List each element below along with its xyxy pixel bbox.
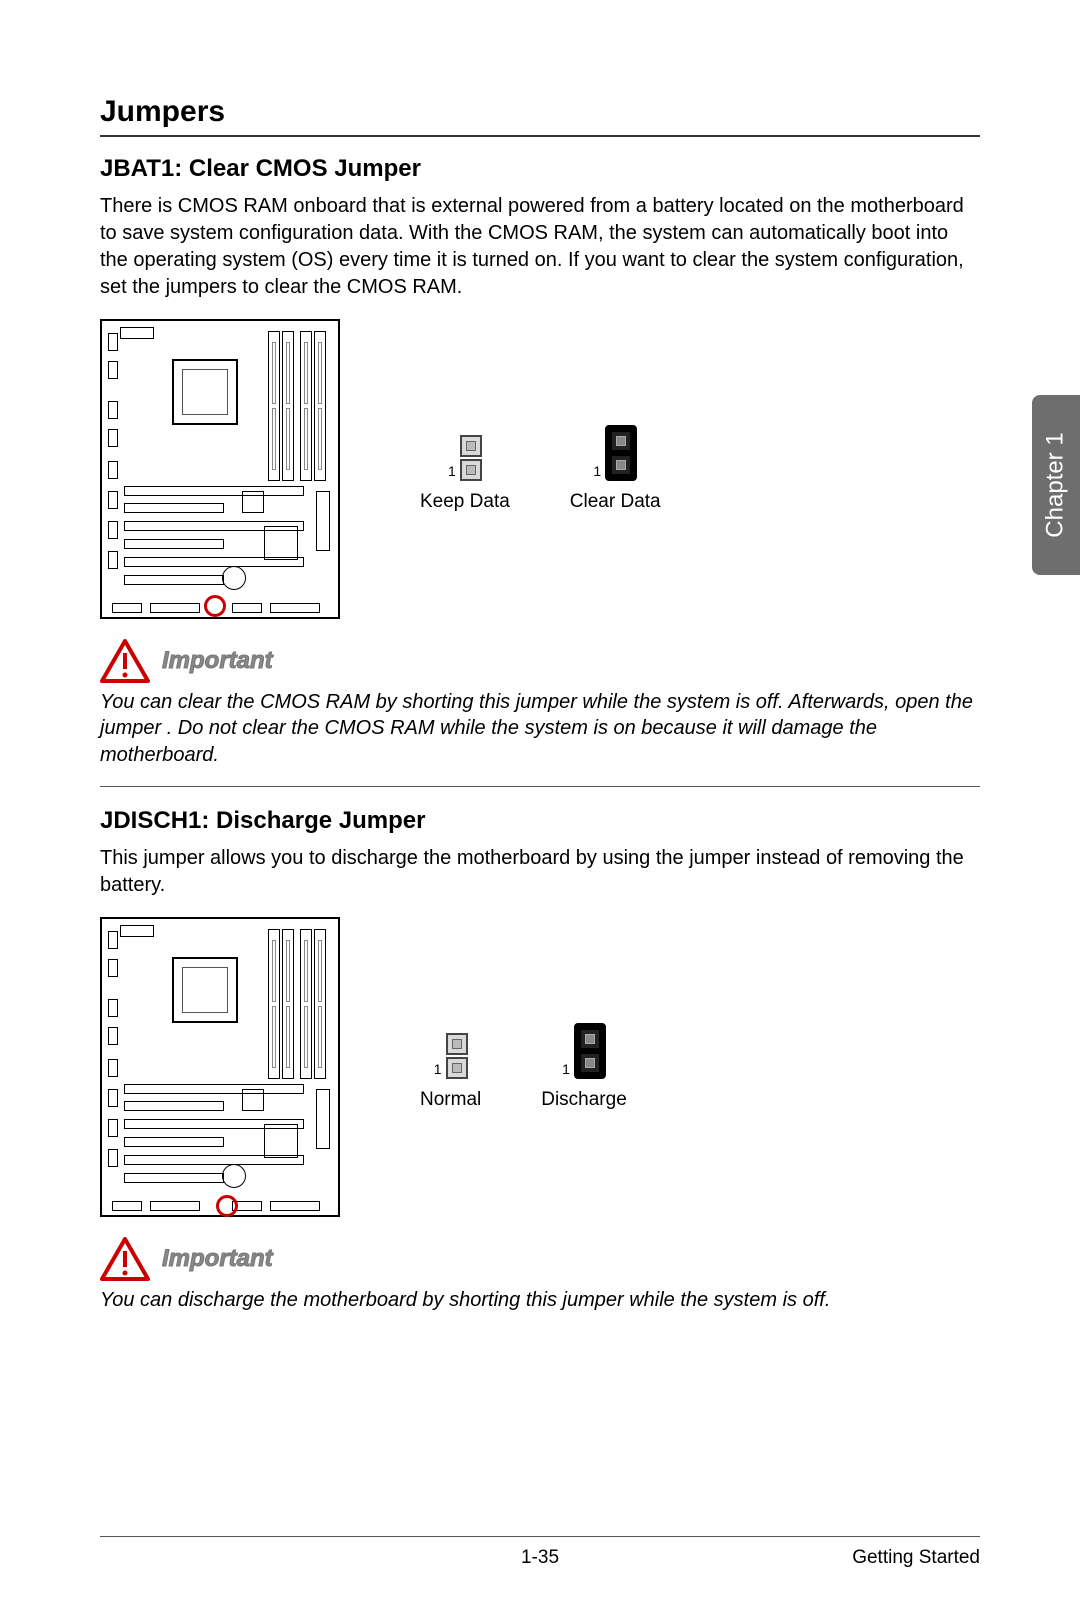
jumper-location-marker (204, 595, 226, 617)
keep-data-label: Keep Data (420, 491, 510, 513)
motherboard-diagram (100, 319, 340, 619)
important-label: Important (162, 1245, 273, 1273)
page-footer: 1-35 Getting Started (100, 1536, 980, 1569)
jumper-state-keep: 1 Keep Data (420, 435, 510, 513)
pin1-label: 1 (434, 1061, 442, 1077)
jdisch1-important-text: You can discharge the motherboard by sho… (100, 1287, 980, 1313)
jumper-state-normal: 1 Normal (420, 1033, 481, 1111)
discharge-label: Discharge (541, 1089, 627, 1111)
jdisch1-heading: JDISCH1: Discharge Jumper (100, 807, 980, 835)
jdisch1-figure-row: 1 Normal 1 Discharge (100, 917, 980, 1217)
jdisch1-body: This jumper allows you to discharge the … (100, 845, 980, 899)
page-title: Jumpers (100, 95, 980, 137)
pin1-label: 1 (448, 463, 456, 479)
important-callout: Important (100, 1237, 980, 1281)
pin1-label: 1 (562, 1061, 570, 1077)
motherboard-diagram (100, 917, 340, 1217)
footer-section: Getting Started (852, 1547, 980, 1569)
important-label: Important (162, 647, 273, 675)
important-callout: Important (100, 639, 980, 683)
chapter-tab-label: Chapter 1 (1042, 432, 1070, 537)
jumper-state-discharge: 1 Discharge (541, 1023, 627, 1111)
jbat1-heading: JBAT1: Clear CMOS Jumper (100, 155, 980, 183)
jdisch1-jumper-states: 1 Normal 1 Discharge (420, 1023, 627, 1111)
jbat1-important-text: You can clear the CMOS RAM by shorting t… (100, 689, 980, 768)
normal-label: Normal (420, 1089, 481, 1111)
clear-data-label: Clear Data (570, 491, 661, 513)
jumper-location-marker (216, 1195, 238, 1217)
pin1-label: 1 (593, 463, 601, 479)
jumper-state-clear: 1 Clear Data (570, 425, 661, 513)
chapter-tab: Chapter 1 (1032, 395, 1080, 575)
jbat1-body: There is CMOS RAM onboard that is extern… (100, 193, 980, 301)
jbat1-jumper-states: 1 Keep Data 1 Clear Data (420, 425, 661, 513)
section-divider (100, 786, 980, 787)
page-number: 1-35 (521, 1547, 559, 1569)
warning-icon (100, 1237, 150, 1281)
jbat1-figure-row: 1 Keep Data 1 Clear Data (100, 319, 980, 619)
warning-icon (100, 639, 150, 683)
